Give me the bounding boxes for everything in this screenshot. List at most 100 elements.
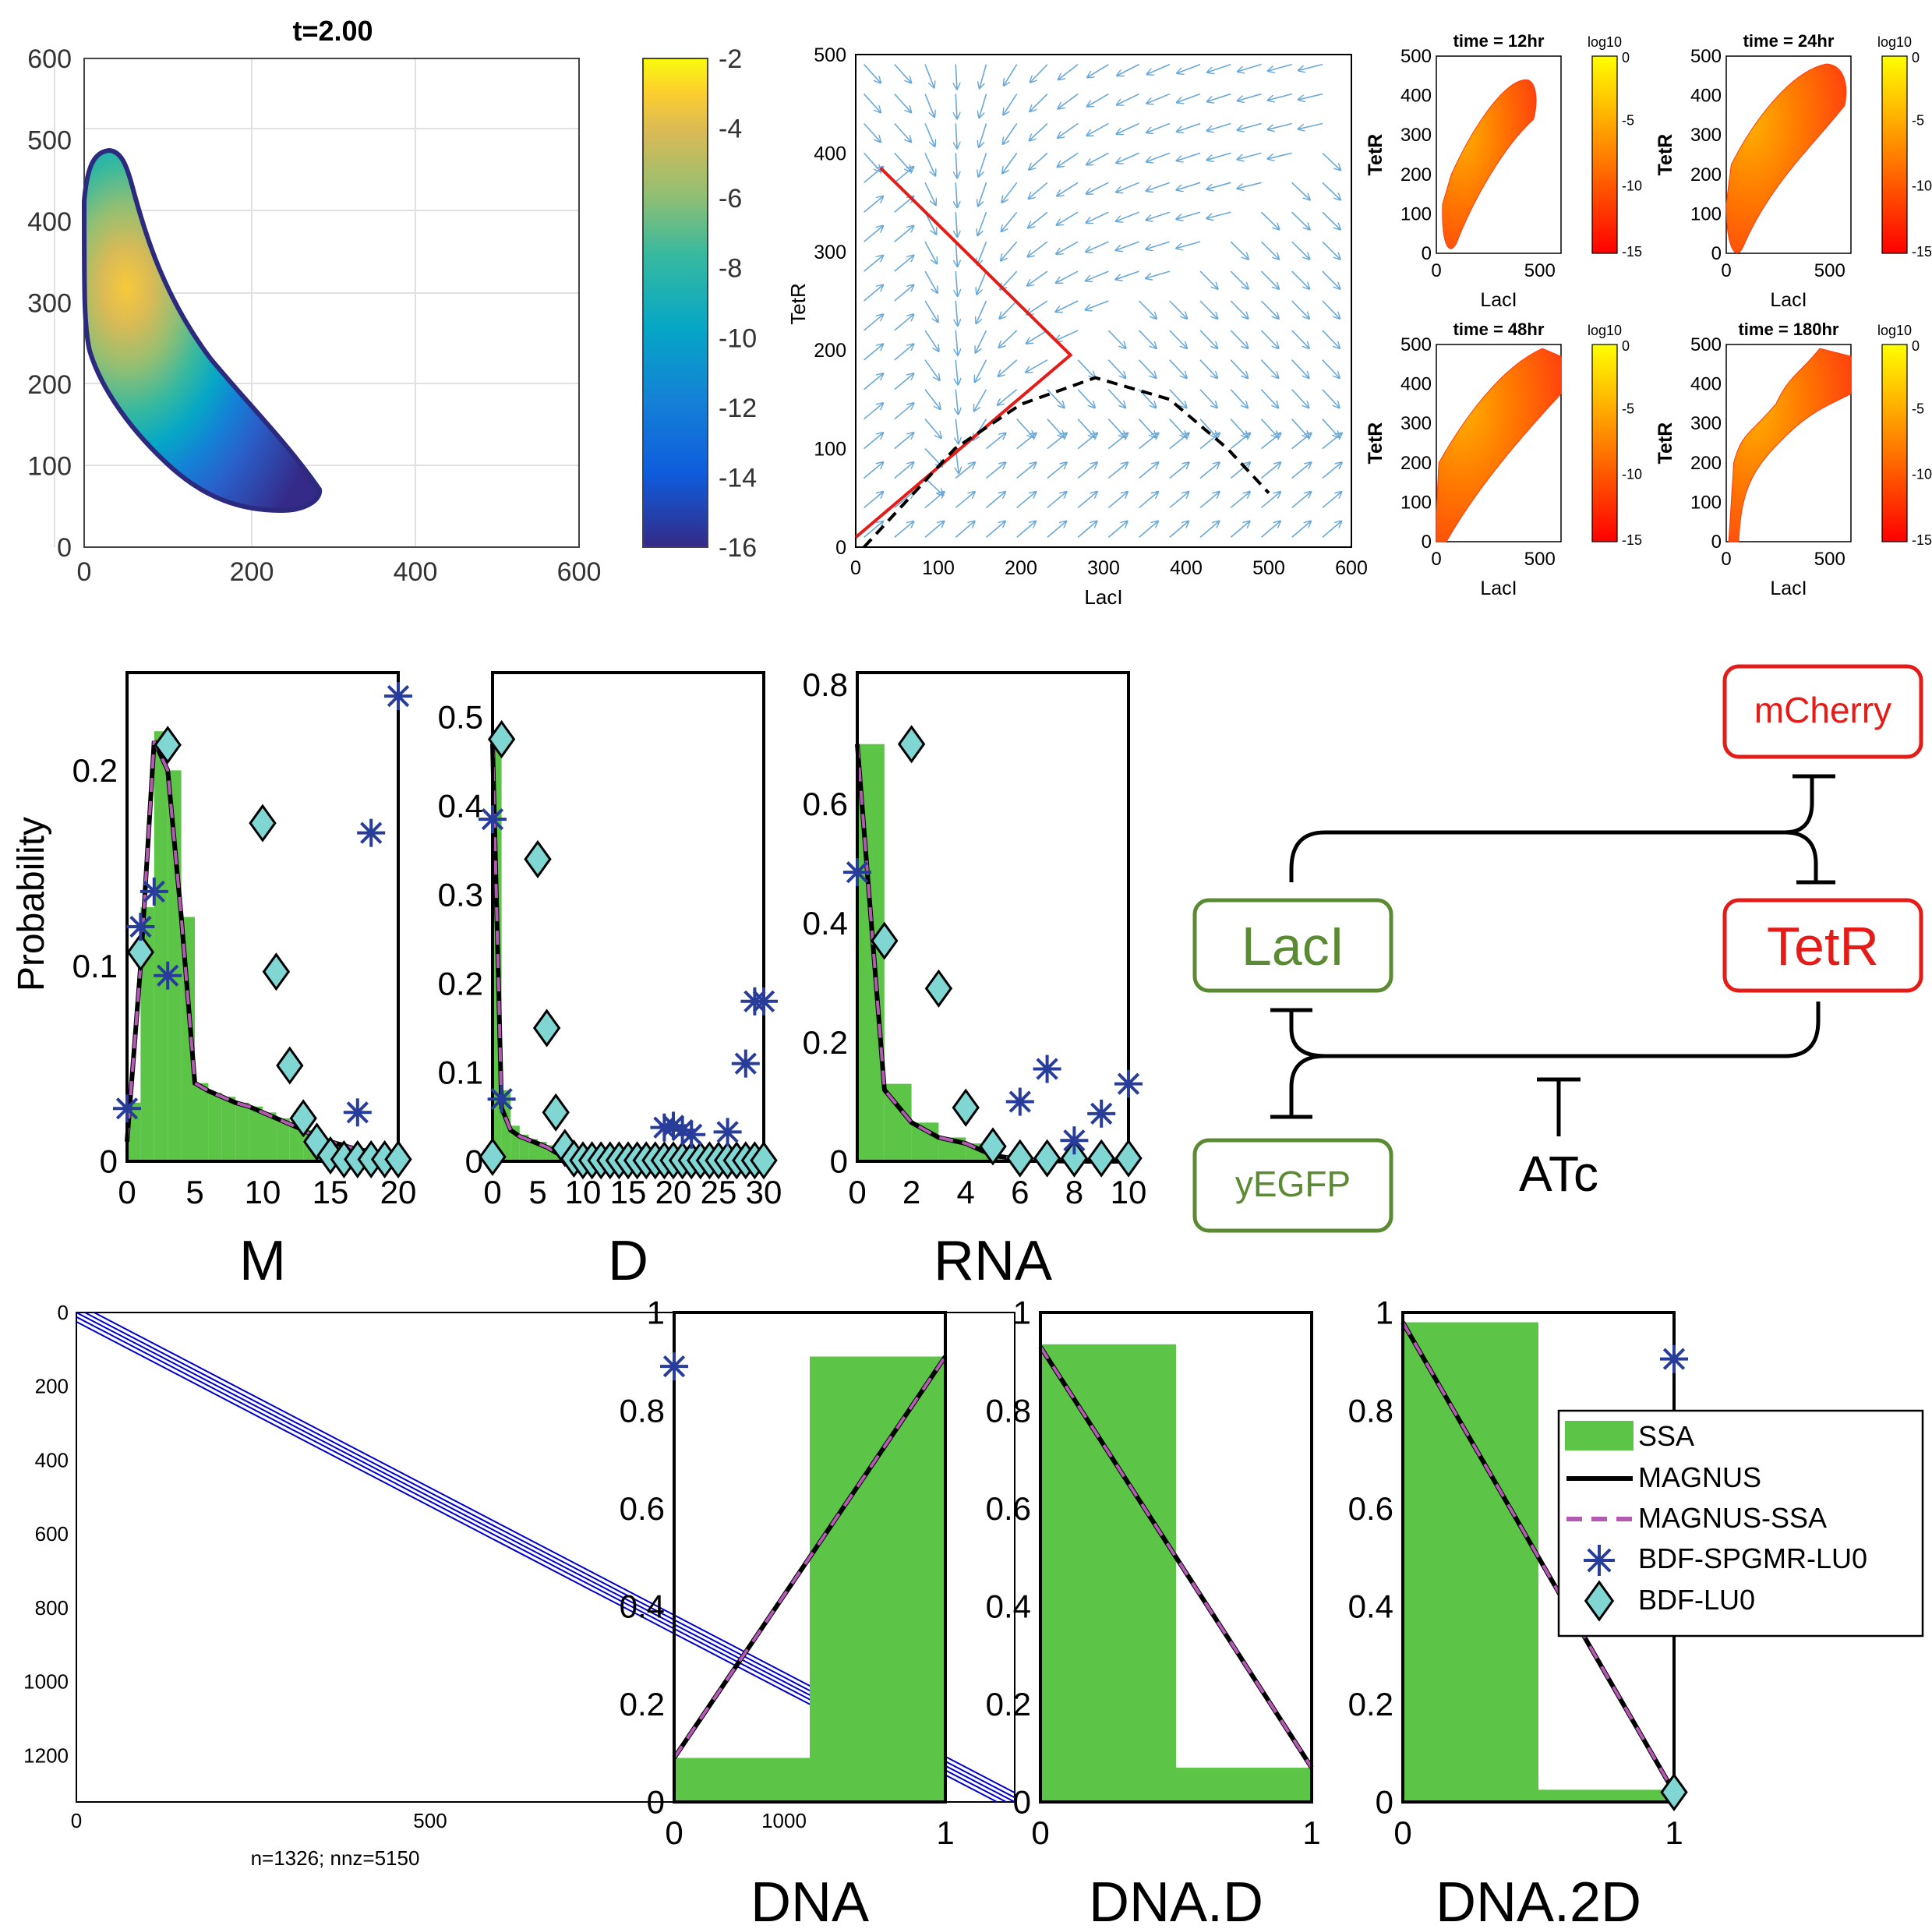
y-tick-label: 0 bbox=[1376, 1784, 1393, 1821]
quiver-arrow bbox=[1291, 270, 1310, 289]
y-tick-label: 0.8 bbox=[620, 1392, 665, 1429]
quiver-arrow bbox=[1077, 521, 1097, 538]
time-heatmap-title: time = 12hr bbox=[1453, 31, 1545, 51]
quiver-arrow bbox=[1322, 492, 1342, 509]
y-tick-label: 0.6 bbox=[803, 786, 848, 822]
star-stroke bbox=[143, 880, 165, 903]
panel-a-y-tick: 200 bbox=[27, 370, 72, 400]
time-heatmap-colorbar bbox=[1881, 55, 1908, 254]
quiver-arrow bbox=[1298, 122, 1323, 129]
y-tick-label: 1 bbox=[1013, 1295, 1031, 1331]
quiver-arrow bbox=[1291, 241, 1310, 259]
legend-magnus-ssa-label: MAGNUS-SSA bbox=[1638, 1502, 1827, 1534]
quiver-arrow bbox=[1117, 93, 1139, 105]
x-axis-label: DNA.D bbox=[1089, 1871, 1263, 1929]
quiver-arrow bbox=[1055, 330, 1079, 341]
quiver-arrow bbox=[1047, 419, 1065, 438]
quiver-arrow bbox=[1001, 211, 1018, 231]
quiver-arrow bbox=[924, 182, 936, 205]
x-axis-label: RNA bbox=[934, 1230, 1052, 1292]
bdf-lu0-marker bbox=[871, 921, 899, 960]
time-heatmap-colorbar-tick: -5 bbox=[1912, 401, 1924, 416]
sparsity-y-tick: 400 bbox=[35, 1448, 69, 1471]
sparsity-y-tick: 1200 bbox=[23, 1744, 69, 1767]
bdf-spgmr-marker bbox=[677, 1120, 706, 1149]
panel-a-y-ticks: 0 100 200 300 400 500 600 bbox=[27, 44, 72, 563]
quiver-arrow bbox=[864, 152, 881, 171]
time-heatmap-panel: time = 24hr 0 100 200 300 400 500 0 500 LacI TetR l… bbox=[1655, 31, 1932, 311]
bdf-spgmr-marker bbox=[154, 961, 182, 990]
quiver-arrow bbox=[1139, 300, 1157, 319]
quiver-arrow bbox=[985, 433, 1005, 450]
panel-a-x-tick: 0 bbox=[77, 557, 92, 587]
quiver-arrow bbox=[1207, 122, 1231, 130]
separatrix-line bbox=[863, 376, 1270, 549]
quiver-arrow bbox=[1230, 270, 1249, 289]
time-heatmap-colorbar-tick: -15 bbox=[1622, 532, 1642, 548]
quiver-arrow bbox=[1058, 122, 1079, 137]
time-heatmap-y-tick: 400 bbox=[1400, 374, 1432, 395]
panel-b-y-ticks: 0 100 200 300 400 500 bbox=[814, 44, 846, 559]
x-tick-label: 0 bbox=[1031, 1814, 1049, 1851]
quiver-arrow bbox=[1116, 182, 1139, 192]
quiver-arrow bbox=[894, 492, 914, 509]
time-heatmap-ylabel: TetR bbox=[1655, 422, 1676, 465]
quiver-arrow bbox=[985, 521, 1005, 538]
quiver-arrow bbox=[1260, 462, 1280, 479]
bdf-lu0-marker bbox=[276, 1046, 304, 1085]
ssa-bar bbox=[221, 1097, 236, 1161]
quiver-arrow bbox=[1107, 521, 1127, 538]
time-heatmap-y-tick: 200 bbox=[1400, 453, 1432, 474]
time-heatmap-ylabel: TetR bbox=[1365, 422, 1386, 465]
quiver-arrow bbox=[1291, 462, 1312, 479]
quiver-arrow bbox=[1030, 64, 1048, 83]
time-heatmap-xlabel: LacI bbox=[1480, 289, 1517, 311]
quiver-arrow bbox=[864, 64, 881, 83]
y-tick-label: 0 bbox=[1013, 1784, 1031, 1821]
quiver-arrow bbox=[955, 389, 958, 415]
quiver-arrow bbox=[864, 285, 884, 302]
quiver-arrow bbox=[1177, 152, 1201, 161]
quiver-arrow bbox=[864, 492, 884, 509]
quiver-arrow bbox=[864, 462, 884, 479]
time-heatmap-x-tick: 500 bbox=[1814, 260, 1845, 281]
legend-bdf-spgmr-swatch bbox=[1584, 1545, 1615, 1576]
panel-a-y-tick: 400 bbox=[27, 207, 72, 237]
x-tick-label: 1 bbox=[1302, 1814, 1320, 1851]
quiver-arrow bbox=[1107, 330, 1125, 348]
bdf-lu0-marker bbox=[750, 1141, 778, 1180]
quiver-arrow bbox=[1291, 359, 1309, 378]
quiver-arrow bbox=[1207, 93, 1231, 102]
quiver-arrow bbox=[1047, 389, 1065, 408]
time-heatmap-y-tick: 200 bbox=[1690, 164, 1722, 185]
quiver-arrow bbox=[955, 419, 959, 444]
panel-b-x-tick: 600 bbox=[1335, 557, 1368, 579]
y-tick-label: 0.2 bbox=[1348, 1686, 1393, 1722]
x-tick-label: 25 bbox=[701, 1174, 737, 1210]
quiver-arrow bbox=[985, 462, 1005, 479]
time-heatmap-colorbar-label: log10 bbox=[1588, 323, 1622, 338]
quiver-arrow bbox=[1029, 152, 1048, 169]
x-tick-label: 0 bbox=[665, 1814, 683, 1851]
time-heatmap-panel: time = 48hr 0 100 200 300 400 500 0 500 LacI TetR l… bbox=[1365, 320, 1642, 599]
quiver-arrow bbox=[1107, 419, 1125, 438]
quiver-arrow bbox=[1322, 300, 1340, 319]
quiver-arrow bbox=[1026, 300, 1048, 315]
quiver-arrow bbox=[894, 285, 914, 302]
bdf-spgmr-marker bbox=[479, 805, 507, 834]
quiver-arrow bbox=[978, 153, 987, 176]
quiver-arrow bbox=[1016, 521, 1036, 538]
quiver-arrow bbox=[924, 521, 944, 538]
bdf-lu0-marker bbox=[524, 839, 552, 878]
time-heatmap-colorbar-tick: -10 bbox=[1912, 178, 1932, 194]
quiver-arrow bbox=[1146, 211, 1171, 220]
bdf-lu0-marker bbox=[979, 1127, 1007, 1166]
quiver-arrow bbox=[1169, 462, 1189, 479]
quiver-arrow bbox=[894, 462, 914, 479]
quiver-arrow bbox=[1322, 241, 1340, 259]
panel-a-colorbar bbox=[642, 58, 708, 548]
wire-split-to-yegfp bbox=[1289, 1054, 1326, 1117]
quiver-arrow bbox=[955, 300, 958, 326]
quiver-arrow bbox=[864, 373, 884, 390]
time-heatmap-ylabel: TetR bbox=[1655, 134, 1676, 176]
